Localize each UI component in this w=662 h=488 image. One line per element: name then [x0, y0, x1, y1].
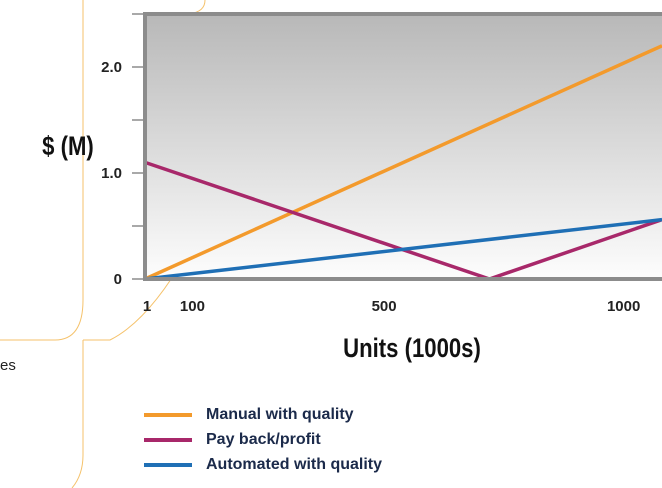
legend-item: Pay back/profit [144, 427, 382, 452]
side-text-fragment: es [0, 357, 16, 374]
x-tick-label: 1000 [607, 298, 640, 315]
y-tick-label: 1.0 [101, 165, 122, 182]
y-axis-title: $ (M) [42, 132, 94, 162]
deco-curve-left [0, 0, 84, 341]
deco-line-lower [71, 340, 84, 488]
plot-area [145, 14, 662, 279]
chart-legend: Manual with quality Pay back/profit Automa… [144, 402, 382, 477]
series-line-3 [144, 217, 662, 281]
legend-swatch [144, 437, 192, 442]
x-tick-label: 500 [372, 298, 397, 315]
legend-label: Manual with quality [206, 405, 354, 423]
x-tick-label: 1 [143, 298, 151, 315]
legend-label: Pay back/profit [206, 430, 321, 448]
legend-swatch [144, 462, 192, 467]
tick-layer: 0 1.0 2.0 1 100 500 1000 [101, 13, 640, 315]
legend-label: Automated with quality [206, 455, 382, 473]
legend-item: Manual with quality [144, 402, 382, 427]
legend-swatch [144, 412, 192, 417]
series-line-1 [144, 44, 662, 281]
x-axis-title: Units (1000s) [343, 334, 481, 364]
legend-item: Automated with quality [144, 452, 382, 477]
y-tick-label: 2.0 [101, 59, 122, 76]
y-tick-label: 0 [114, 271, 122, 288]
x-tick-label: 100 [180, 298, 205, 315]
